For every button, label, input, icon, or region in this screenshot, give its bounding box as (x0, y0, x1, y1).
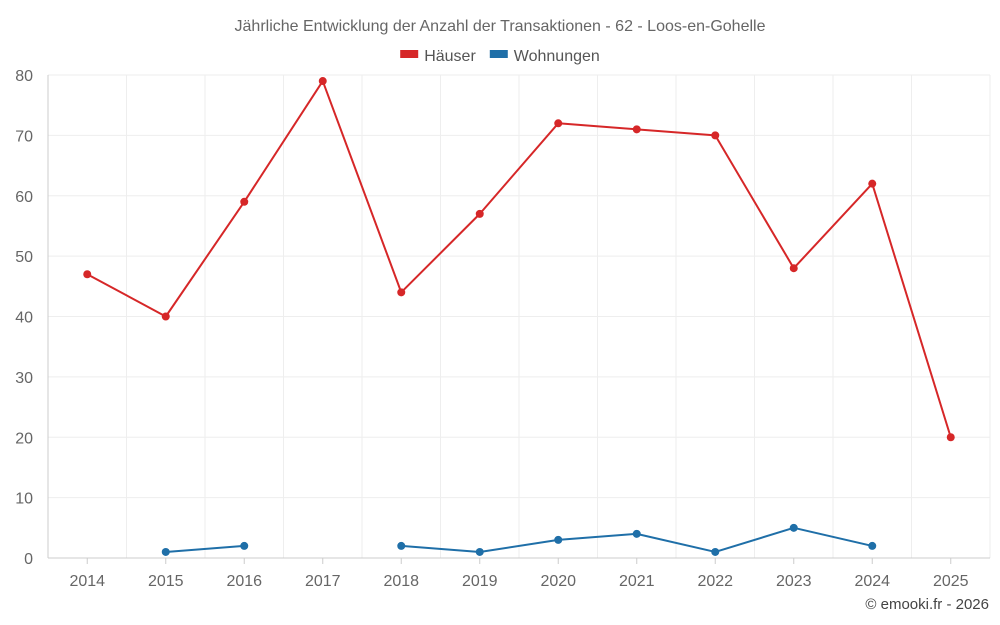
y-tick-label: 60 (15, 189, 33, 206)
data-point (475, 209, 484, 218)
data-point (83, 270, 92, 279)
series-0 (83, 77, 955, 442)
data-point (632, 125, 641, 134)
data-point (789, 523, 798, 532)
y-axis-ticks: 0 10 20 30 40 50 60 70 80 (15, 68, 33, 568)
x-tick-label: 2024 (854, 573, 890, 590)
credit-text: © emooki.fr - 2026 (865, 596, 989, 613)
x-gridlines (126, 75, 991, 558)
y-tick-label: 40 (15, 310, 33, 327)
data-point (397, 288, 406, 297)
data-point (711, 131, 720, 140)
legend-label: Häuser (424, 48, 476, 65)
x-tick-label: 2021 (619, 573, 655, 590)
x-tick-label: 2020 (540, 573, 576, 590)
y-tick-label: 20 (15, 430, 33, 447)
x-tick-label: 2025 (933, 573, 969, 590)
x-tick-label: 2022 (697, 573, 733, 590)
x-tick-label: 2016 (226, 573, 262, 590)
legend-swatch (489, 50, 508, 58)
data-point (868, 179, 877, 188)
series-line (86, 80, 952, 438)
data-point (161, 312, 170, 321)
data-point (161, 547, 170, 556)
legend-swatch (400, 50, 419, 58)
axes (47, 75, 990, 559)
series-layer (83, 77, 955, 556)
data-point (711, 547, 720, 556)
y-tick-label: 50 (15, 249, 33, 266)
data-point (789, 264, 798, 273)
y-tick-label: 80 (15, 68, 33, 85)
y-tick-label: 30 (15, 370, 33, 387)
data-point (475, 547, 484, 556)
y-tick-label: 0 (24, 551, 33, 568)
y-tick-label: 70 (15, 128, 33, 145)
data-point (946, 433, 955, 442)
y-tick-label: 10 (15, 491, 33, 508)
series-1 (161, 523, 877, 556)
data-point (397, 541, 406, 550)
x-tick-label: 2015 (148, 573, 184, 590)
x-tick-label: 2019 (462, 573, 498, 590)
x-axis-ticks: 2014 2015 2016 2017 2018 2019 2020 2021 2022 2023… (69, 558, 969, 590)
data-point (554, 119, 563, 128)
x-tick-label: 2017 (305, 573, 341, 590)
data-point (240, 541, 249, 550)
x-tick-label: 2014 (69, 573, 105, 590)
x-tick-label: 2018 (383, 573, 419, 590)
data-point (868, 541, 877, 550)
series-line (165, 544, 245, 553)
chart-title: Jährliche Entwicklung der Anzahl der Tra… (235, 18, 766, 35)
data-point (632, 529, 641, 538)
data-point (318, 77, 327, 86)
legend: Häuser Wohnungen (400, 48, 600, 65)
legend-label: Wohnungen (514, 48, 600, 65)
x-tick-label: 2023 (776, 573, 812, 590)
data-point (240, 197, 249, 206)
data-point (554, 535, 563, 544)
